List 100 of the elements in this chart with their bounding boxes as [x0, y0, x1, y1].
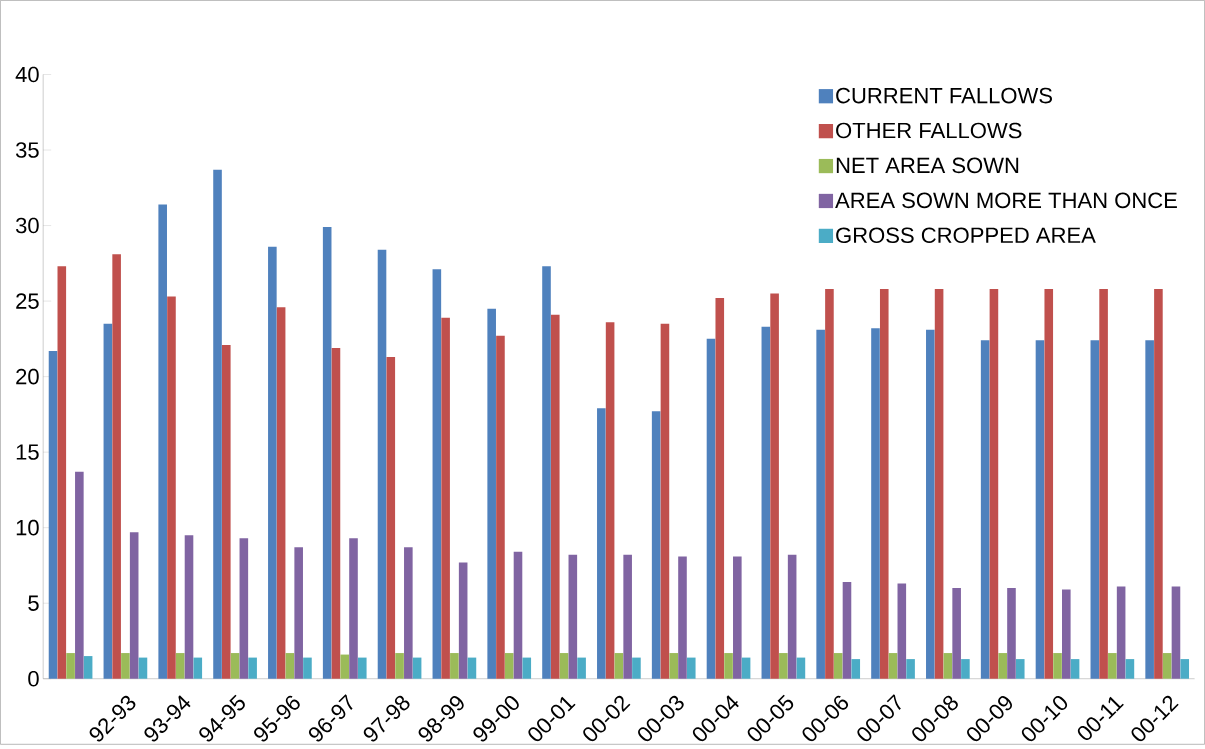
bar: [75, 471, 84, 679]
legend-label: GROSS CROPPED AREA: [836, 227, 1096, 244]
bar: [550, 314, 560, 679]
bar: [248, 657, 257, 679]
bar: [294, 547, 303, 679]
bar: [103, 323, 113, 679]
bar: [303, 657, 312, 679]
bar: [412, 657, 422, 679]
y-tick-label: 15: [16, 444, 39, 460]
bar: [331, 348, 341, 679]
bar: [1171, 586, 1181, 679]
y-tick-label: 35: [15, 142, 39, 158]
legend-label: OTHER FALLOWS: [836, 122, 1022, 139]
bar: [651, 411, 661, 679]
bar: [989, 289, 999, 679]
y-tick-label: 10: [16, 519, 39, 536]
bar: [934, 289, 944, 679]
bar: [614, 653, 624, 679]
bar: [404, 547, 413, 679]
bar: [961, 659, 970, 679]
y-tick-label: 20: [16, 368, 39, 385]
bar: [357, 657, 367, 679]
bar: [276, 307, 286, 679]
bar: [213, 169, 222, 679]
bar: [686, 657, 696, 679]
bar: [568, 554, 578, 679]
bar: [1162, 653, 1172, 679]
bar: [487, 308, 496, 679]
bar: [285, 653, 295, 679]
bar: [496, 335, 505, 679]
bar: [542, 266, 551, 679]
y-tick-label: 40: [15, 66, 39, 83]
bar: [1090, 340, 1100, 679]
bar: [851, 659, 861, 679]
bar: [239, 538, 249, 679]
bar: [816, 329, 825, 679]
bar: [1099, 289, 1108, 679]
y-tick-label: 5: [28, 595, 39, 612]
bar: [340, 654, 350, 679]
bar: [222, 345, 231, 679]
bar: [1154, 289, 1163, 679]
bar: [386, 357, 396, 679]
bar: [559, 653, 569, 679]
bar: [349, 538, 358, 679]
bar: [522, 657, 532, 679]
bar: [715, 298, 725, 679]
bar: [158, 204, 167, 679]
bar: [669, 653, 679, 679]
legend-label: AREA SOWN MORE THAN ONCE: [835, 192, 1177, 209]
bar: [632, 657, 641, 679]
bar: [779, 653, 788, 679]
y-tick-label: 30: [15, 217, 39, 234]
bar: [432, 269, 442, 679]
bar: [706, 338, 716, 679]
bar: [167, 296, 176, 679]
bar: [796, 657, 806, 679]
bar: [1053, 653, 1062, 679]
bar: [377, 249, 387, 679]
bar: [1035, 340, 1045, 679]
bar: [268, 246, 277, 679]
bar: [733, 556, 742, 679]
bar: [724, 653, 733, 679]
bar: [741, 657, 751, 679]
bar: [888, 653, 898, 679]
bar: [322, 227, 332, 679]
bar: [577, 657, 586, 679]
bar: [678, 556, 687, 679]
bar: [193, 657, 203, 679]
bar: [504, 653, 514, 679]
bar: [450, 653, 459, 679]
bar: [842, 582, 852, 679]
bar: [833, 653, 843, 679]
bar: [660, 323, 670, 679]
bar: [138, 657, 148, 679]
bar: [48, 351, 58, 679]
bar: [897, 583, 907, 679]
bar: [980, 340, 990, 679]
bar: [1116, 586, 1126, 679]
bar: [906, 659, 915, 679]
bar: [879, 289, 889, 679]
y-tick-label: 0: [28, 671, 39, 687]
bar: [1180, 659, 1190, 679]
bar: [467, 657, 477, 679]
bar: [597, 408, 606, 679]
bar: [441, 317, 450, 679]
bar: [184, 535, 194, 679]
bar: [1125, 659, 1135, 679]
bar: [175, 653, 185, 679]
bar: [825, 289, 834, 679]
bar: [926, 329, 935, 679]
legend-label: CURRENT FALLOWS: [836, 87, 1052, 104]
bar: [513, 551, 523, 679]
bar: [770, 293, 779, 679]
bar: [129, 532, 139, 679]
bar: [1007, 588, 1016, 679]
bar: [761, 326, 771, 679]
bar: [1044, 289, 1054, 679]
legend-label: NET AREA SOWN: [836, 157, 1019, 174]
bar: [112, 254, 121, 679]
bar: [605, 322, 615, 679]
